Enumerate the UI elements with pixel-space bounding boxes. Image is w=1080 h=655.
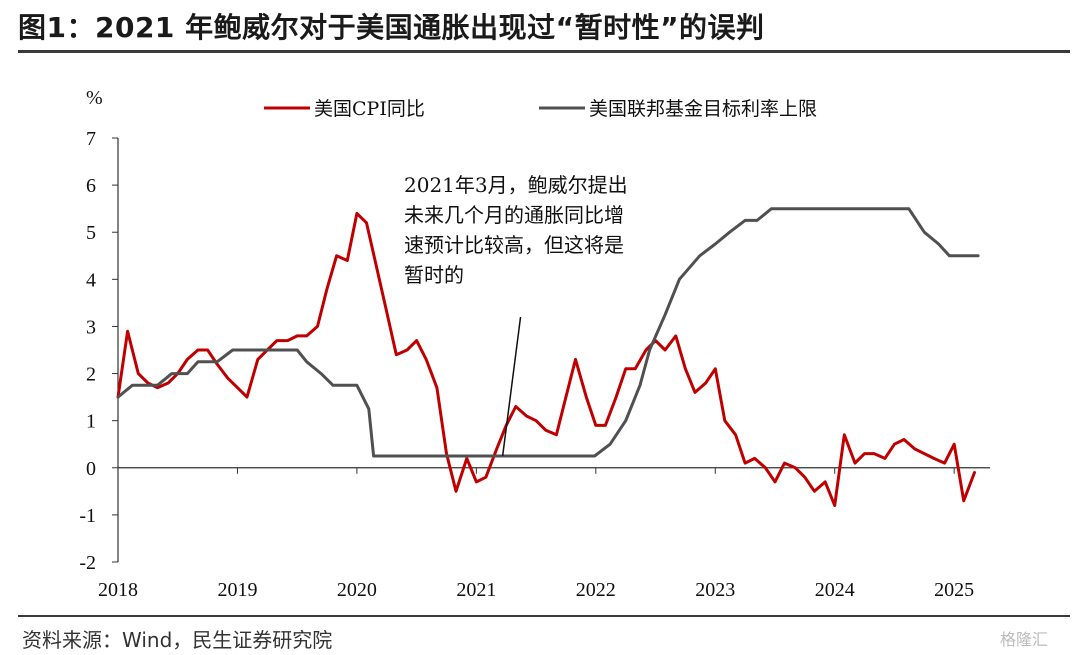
legend-label-cpi: 美国CPI同比 [314, 98, 425, 120]
page-title: 图1：2021 年鲍威尔对于美国通胀出现过“暂时性”的误判 [18, 11, 765, 44]
legend-label-fed-rate: 美国联邦基金目标利率上限 [589, 98, 817, 120]
x-tick-label: 2021 [456, 579, 496, 601]
x-tick-label: 2025 [934, 579, 974, 601]
x-tick-label: 2018 [98, 579, 138, 601]
x-tick-label: 2022 [576, 579, 616, 601]
y-tick-label: -2 [79, 552, 96, 574]
annotation-pointer-line [501, 316, 522, 457]
y-tick-label: 0 [86, 458, 96, 480]
annotation-text-line: 速预计比较高，但这将是 [404, 233, 624, 257]
chart-axes: 7 6 5 4 3 2 1 0 -1 -2% 2018 2019 2020 2021 2022 2023 202… [79, 87, 990, 601]
x-tick-label: 2024 [815, 579, 855, 601]
y-tick-label: 6 [86, 175, 96, 197]
x-tick-label: 2020 [337, 579, 377, 601]
annotation-text-line: 未来几个月的通胀同比增 [404, 203, 624, 227]
source-note: 资料来源：Wind，民生证券研究院 [22, 628, 333, 652]
footer-divider [18, 615, 1070, 617]
annotation-text-line: 2021年3月，鲍威尔提出 [404, 173, 628, 197]
y-tick-label: -1 [79, 505, 96, 527]
chart-legend: 美国CPI同比 美国联邦基金目标利率上限 [264, 98, 817, 120]
y-tick-label: 4 [86, 269, 96, 291]
x-tick-label: 2023 [695, 579, 735, 601]
x-tick-label: 2019 [217, 579, 257, 601]
series-line-cpi [116, 211, 976, 507]
y-tick-label: 3 [86, 316, 96, 338]
y-axis-unit: % [86, 87, 103, 109]
chart-series [116, 207, 980, 507]
annotation-text-line: 暂时的 [404, 263, 464, 287]
y-tick-label: 5 [86, 222, 96, 244]
cpi-fed-rate-chart: 7 6 5 4 3 2 1 0 -1 -2% 2018 2019 2020 2021 2022 2023 202… [79, 87, 990, 601]
y-tick-label: 2 [86, 364, 96, 386]
title-divider [18, 50, 1070, 53]
watermark-logo: 格隆汇 [1000, 630, 1049, 649]
series-line-fed-rate [116, 207, 980, 458]
y-tick-label: 1 [86, 411, 96, 433]
y-tick-label: 7 [86, 128, 96, 150]
